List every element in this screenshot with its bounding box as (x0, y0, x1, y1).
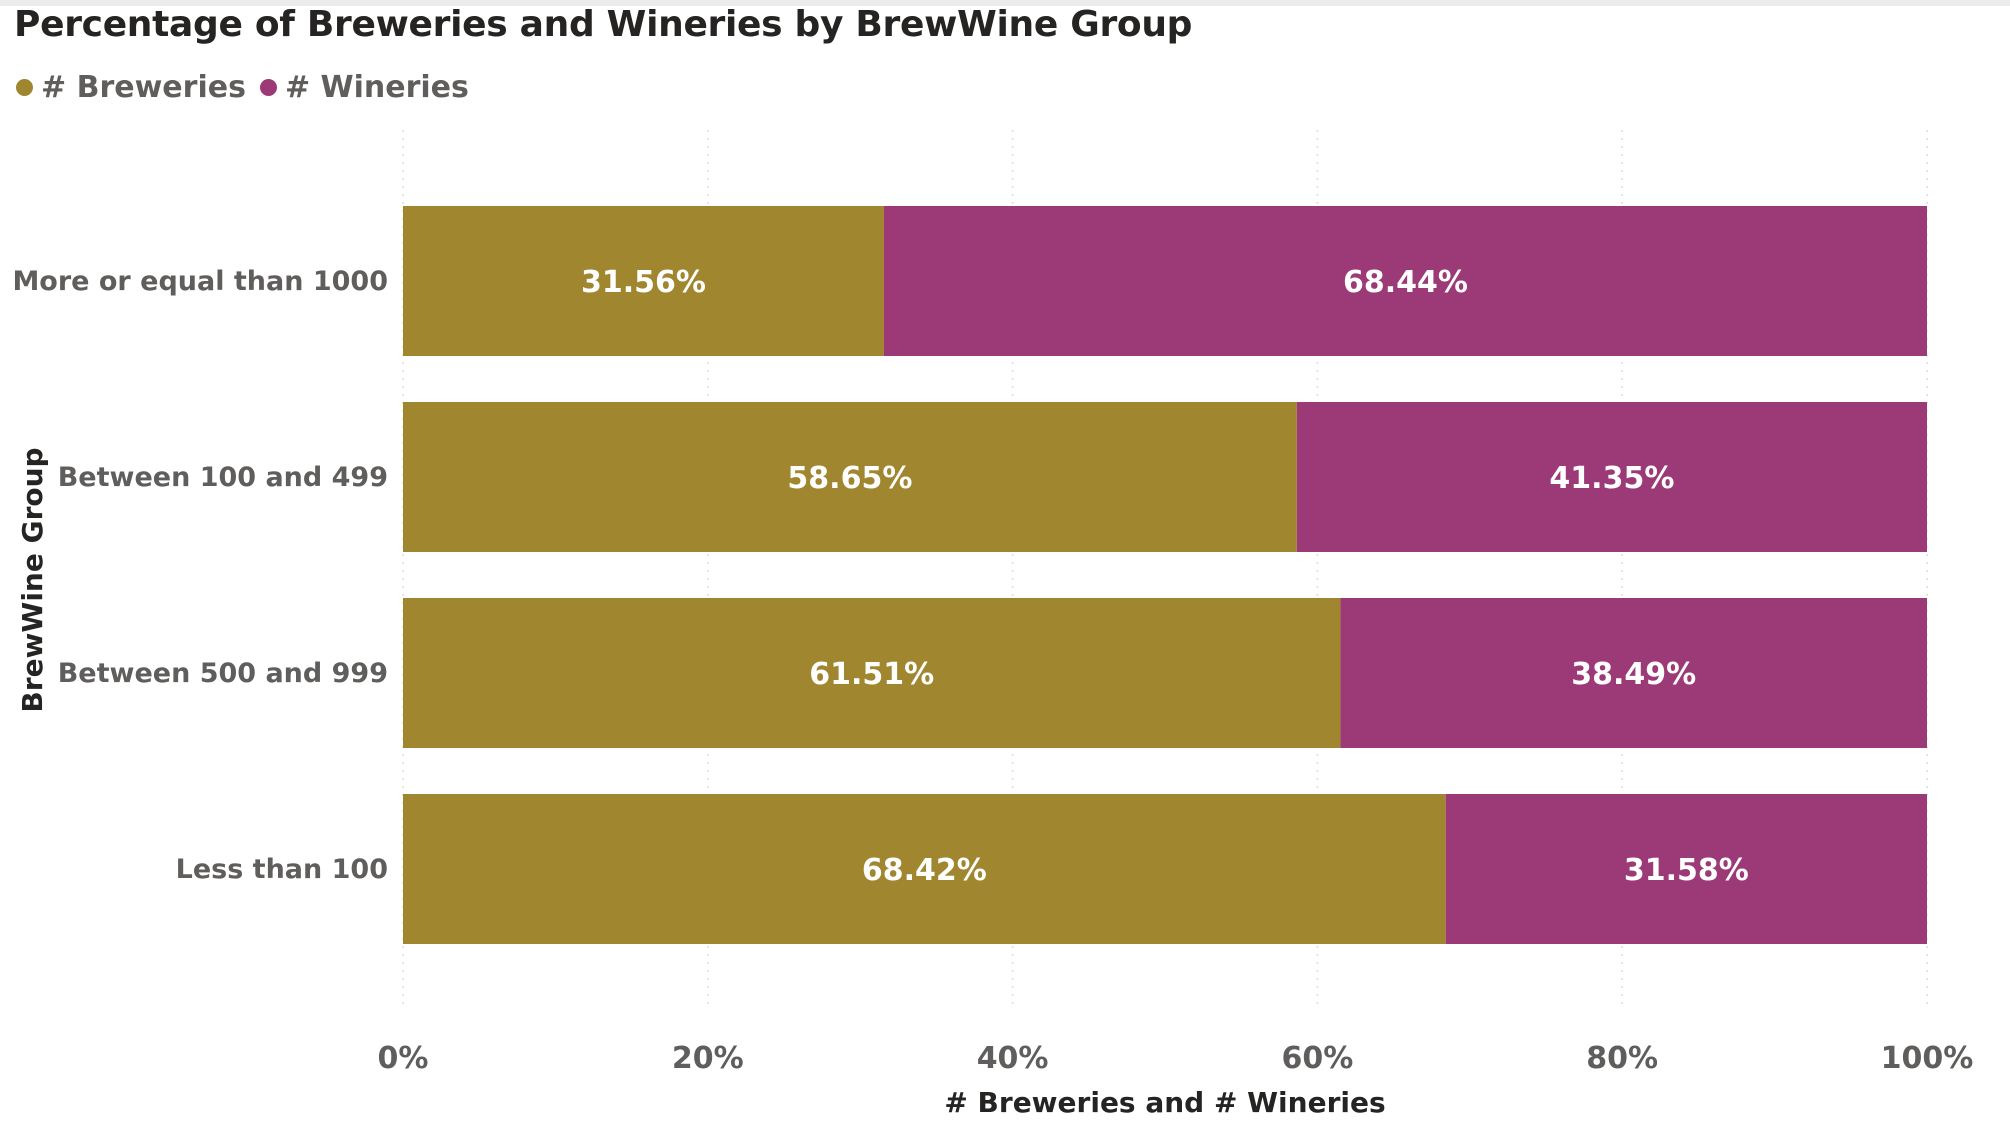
legend-label-wineries: # Wineries (284, 70, 469, 105)
bar-breweries-3[interactable] (403, 794, 1446, 944)
x-tick-label-4: 80% (1586, 1041, 1658, 1076)
legend: # Breweries # Wineries (16, 70, 483, 105)
y-axis-title: BrewWine Group (16, 447, 49, 712)
data-label-breweries-1: 58.65% (787, 461, 912, 496)
x-tick-label-1: 20% (672, 1041, 744, 1076)
bar-wineries-3[interactable] (1445, 794, 1927, 944)
bar-breweries-0[interactable] (403, 206, 884, 356)
bar-wineries-1[interactable] (1296, 402, 1927, 552)
legend-marker-wineries (259, 79, 277, 96)
chart-title: Percentage of Breweries and Wineries by … (14, 4, 1193, 45)
x-tick-label-3: 60% (1281, 1041, 1353, 1076)
data-label-wineries-3: 31.58% (1624, 853, 1749, 888)
bar-breweries-1[interactable] (403, 402, 1297, 552)
bar-breweries-2[interactable] (403, 598, 1341, 748)
category-label-3: Less than 100 (176, 854, 388, 885)
data-label-wineries-0: 68.44% (1343, 265, 1468, 300)
data-label-wineries-2: 38.49% (1571, 657, 1696, 692)
bar-wineries-0[interactable] (883, 206, 1928, 356)
top-border (0, 0, 2010, 6)
data-label-wineries-1: 41.35% (1549, 461, 1674, 496)
category-label-1: Between 100 and 499 (58, 462, 388, 493)
data-label-breweries-3: 68.42% (862, 853, 987, 888)
legend-marker-breweries (16, 79, 33, 96)
category-labels: More or equal than 1000 Between 100 and 4… (12, 266, 388, 885)
category-label-2: Between 500 and 999 (58, 658, 388, 689)
x-tick-label-2: 40% (977, 1041, 1049, 1076)
legend-item-wineries[interactable]: # Wineries (259, 70, 469, 105)
x-tick-label-5: 100% (1881, 1041, 1974, 1076)
gridlines (402, 130, 1928, 1010)
x-axis-ticks: 0% 20% 40% 60% 80% 100% (378, 1041, 1974, 1076)
bar-wineries-2[interactable] (1340, 598, 1927, 748)
data-label-breweries-2: 61.51% (809, 657, 934, 692)
data-label-breweries-0: 31.56% (581, 265, 706, 300)
x-tick-label-0: 0% (378, 1041, 429, 1076)
x-axis-title: # Breweries and # Wineries (944, 1086, 1385, 1119)
category-label-0: More or equal than 1000 (12, 266, 388, 297)
data-labels: 31.56% 68.44% 58.65% 41.35% 61.51% 38.49% 68.4… (581, 265, 1749, 888)
legend-label-breweries: # Breweries (41, 70, 246, 105)
bars (403, 206, 1928, 944)
legend-item-breweries[interactable]: # Breweries (16, 70, 246, 105)
